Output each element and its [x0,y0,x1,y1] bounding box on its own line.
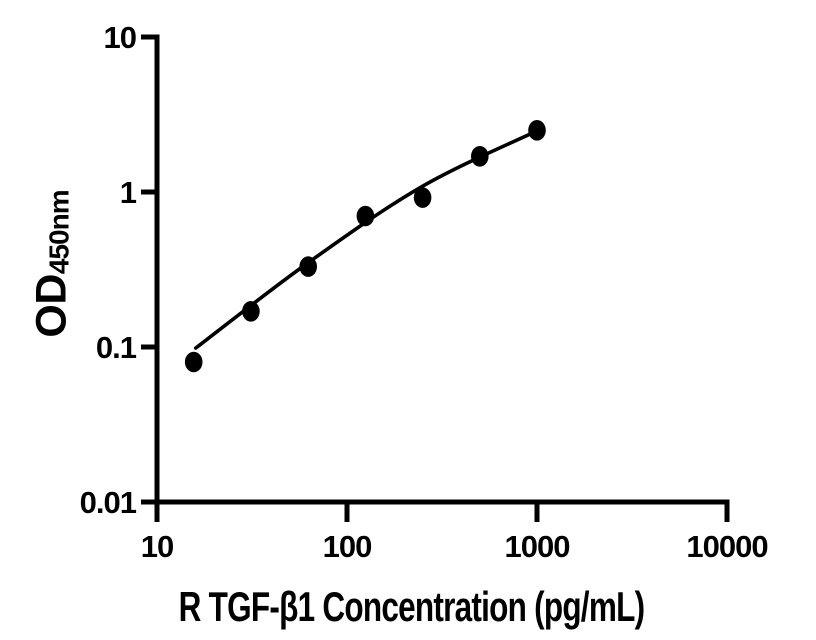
data-point-marker [413,187,432,208]
y-tick-label: 10 [104,20,136,55]
y-axis-title-main: OD [27,274,76,338]
x-tick-label: 10 [141,529,173,564]
x-tick-label: 1000 [505,529,570,564]
x-axis-title-text: R TGF-β1 Concentration (pg/mL) [178,583,644,630]
data-point-marker [471,146,489,167]
y-tick-label: 1 [120,175,137,210]
data-point-marker [356,205,375,227]
data-point-marker [299,256,318,277]
x-tick-label: 100 [323,529,372,564]
y-tick-label: 0.01 [80,485,137,520]
data-point-marker [184,351,203,373]
data-point-marker [242,301,260,322]
y-axis-title: OD450nm [28,190,77,337]
y-tick-label: 0.1 [96,330,137,365]
x-tick-label: 10000 [686,529,767,564]
x-axis-title: R TGF-β1 Concentration (pg/mL) [61,583,761,631]
y-axis-title-subscript: 450nm [43,190,75,275]
data-point-marker [528,120,546,141]
